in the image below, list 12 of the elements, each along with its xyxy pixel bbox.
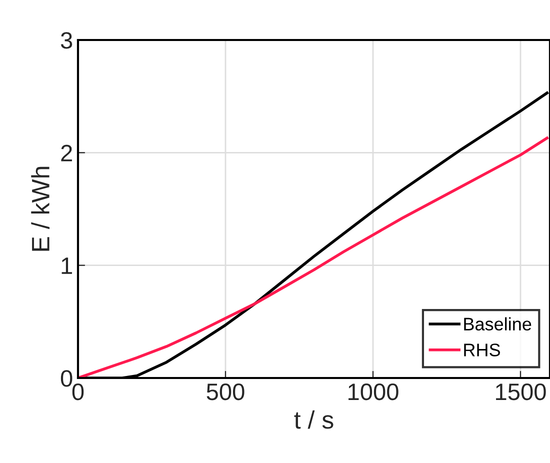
y-tick-label: 2: [61, 144, 72, 162]
y-tick-label: 1: [62, 258, 72, 274]
x-tick-label: 0: [72, 383, 84, 400]
y-tick-label: 3: [60, 32, 72, 49]
legend-label: Baseline: [464, 317, 532, 331]
y-tick-label: 0: [60, 370, 72, 387]
legend-label: RHS: [464, 344, 500, 356]
x-tick-label: 500: [206, 383, 244, 400]
y-axis-title: E / kWh: [31, 166, 50, 251]
x-axis-title: t / s: [294, 410, 334, 429]
x-tick-label: 1000: [348, 383, 398, 400]
x-tick-label: 1500: [496, 383, 546, 400]
